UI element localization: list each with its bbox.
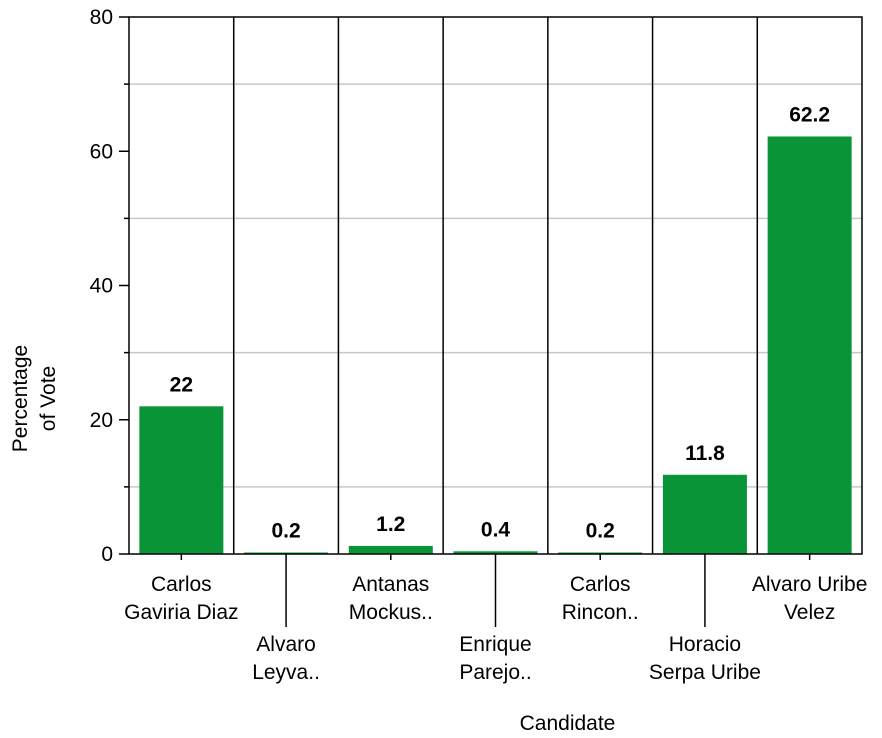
x-tick-label: Alvaro Uribe — [752, 573, 868, 596]
data-label: 22 — [170, 373, 193, 396]
y-axis-title-line2: of Vote — [37, 366, 60, 431]
x-tick-label: Gaviria Diaz — [124, 601, 238, 624]
data-labels: 22 0.2 1.2 0.4 0.2 11.8 62.2 — [170, 103, 830, 542]
y-tick-label: 20 — [90, 409, 113, 432]
x-tick-label: Carlos — [151, 573, 212, 596]
x-tick-label: Antanas — [352, 573, 429, 596]
bar — [662, 474, 747, 554]
data-label: 0.2 — [586, 520, 615, 543]
data-label: 0.4 — [481, 518, 511, 541]
x-tick-label: Rincon.. — [562, 601, 639, 624]
y-tick-label: 0 — [101, 543, 113, 566]
data-label: 1.2 — [376, 513, 405, 536]
data-label: 62.2 — [789, 103, 830, 126]
gridlines — [129, 17, 862, 554]
x-tick-label: Alvaro — [256, 633, 316, 656]
data-label: 11.8 — [685, 442, 725, 465]
x-tick-label: Velez — [784, 601, 835, 624]
x-axis: Carlos Gaviria Diaz Alvaro Leyva.. Antanas Mo… — [124, 554, 867, 684]
bar — [767, 136, 852, 555]
x-tick-label: Horacio — [669, 633, 741, 656]
y-axis: 0 20 40 60 80 — [90, 6, 129, 566]
x-tick-label: Carlos — [570, 573, 631, 596]
bar — [348, 545, 433, 554]
data-label: 0.2 — [271, 520, 300, 543]
y-tick-label: 80 — [90, 6, 113, 29]
x-tick-label: Enrique — [459, 633, 531, 656]
plot-frame — [128, 16, 863, 555]
bars — [139, 136, 852, 555]
bar — [139, 406, 224, 554]
y-tick-label: 60 — [90, 140, 113, 163]
x-tick-label: Parejo.. — [459, 661, 531, 684]
x-tick-label: Serpa Uribe — [649, 661, 761, 684]
bar — [453, 551, 538, 554]
x-axis-title: Candidate — [520, 712, 616, 735]
x-tick-label: Mockus.. — [349, 601, 433, 624]
x-tick-label: Leyva.. — [252, 661, 320, 684]
y-tick-label: 40 — [90, 275, 113, 298]
y-axis-title-line1: Percentage — [9, 345, 32, 452]
